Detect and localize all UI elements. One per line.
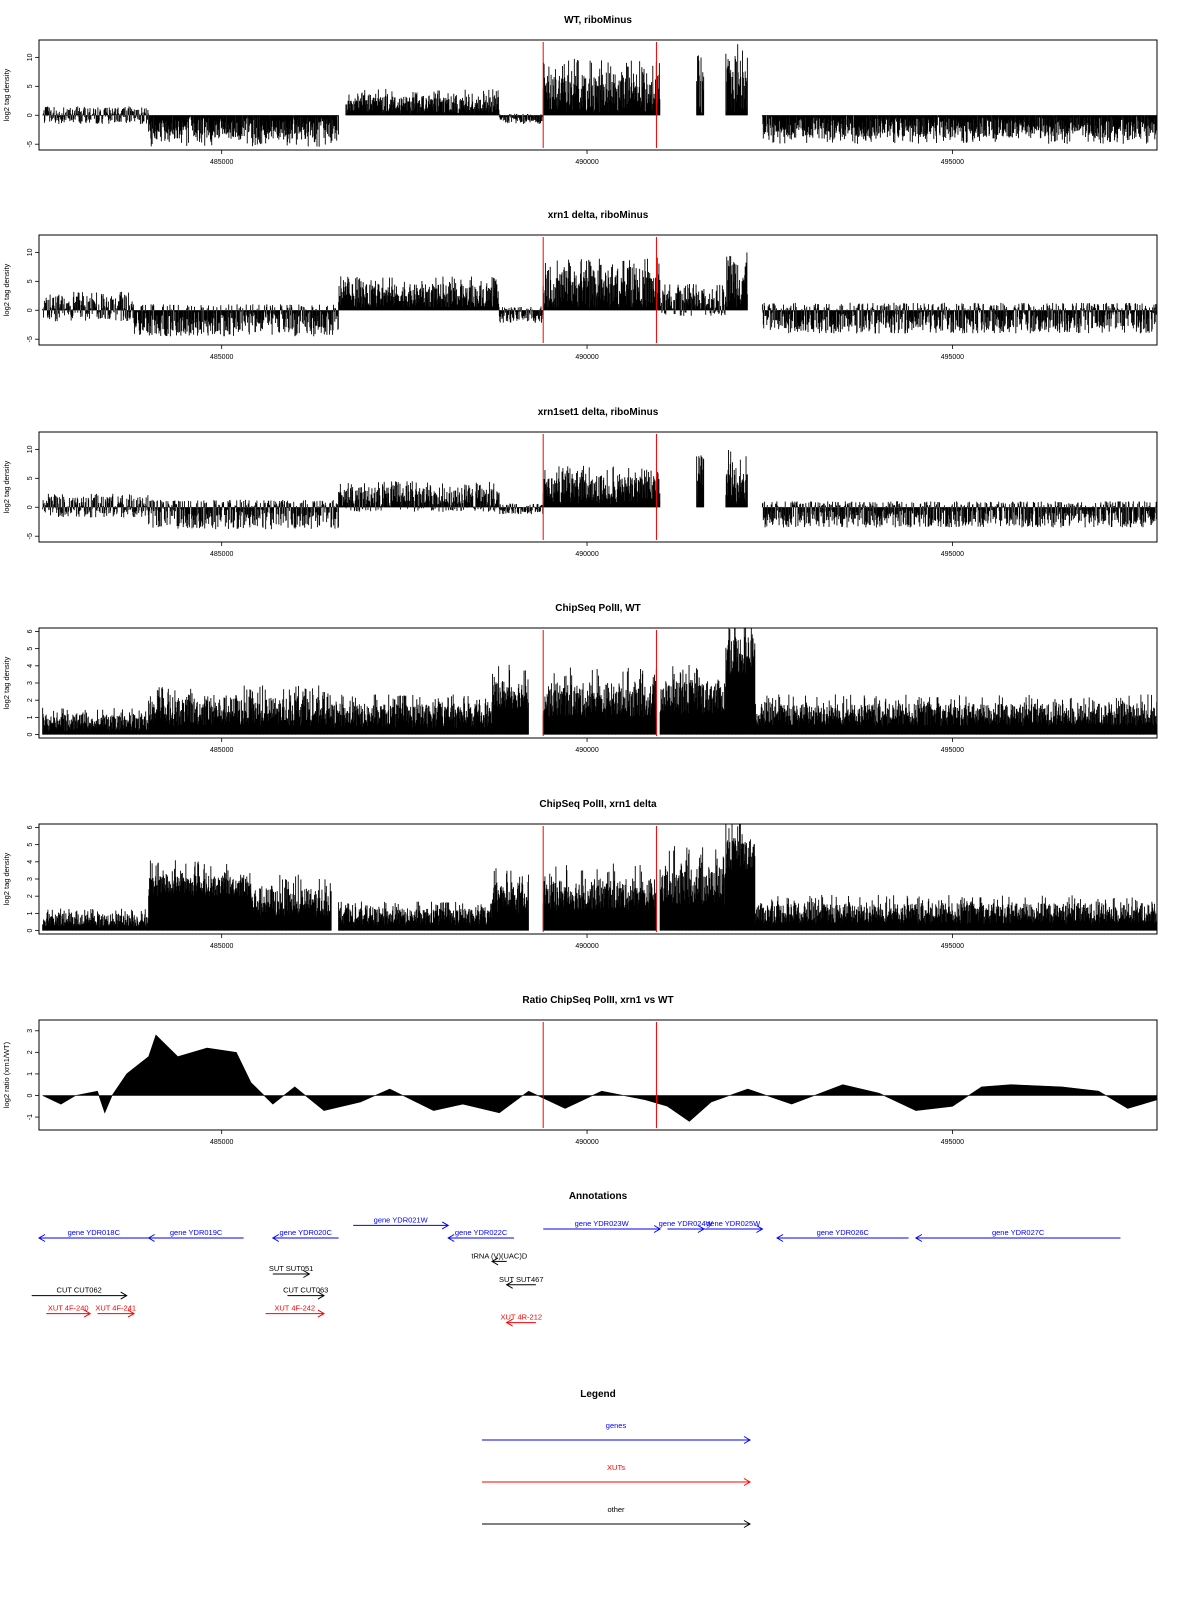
plot-frame	[38, 39, 1158, 151]
y-tick-label: -5	[27, 336, 34, 342]
chart-title: xrn1set1 delta, riboMinus	[538, 407, 659, 418]
chart-panel: xrn1 delta, riboMinus -5 0 5 10 log2 tag dens…	[2, 210, 1158, 361]
plot-frame	[38, 431, 1158, 543]
x-tick-label: 495000	[941, 159, 964, 166]
y-tick-label: -5	[27, 141, 34, 147]
chart-title: WT, riboMinus	[564, 15, 632, 26]
y-tick-label: 10	[27, 53, 34, 61]
y-tick-label: 0	[27, 308, 34, 312]
x-tick-label: 485000	[210, 551, 233, 558]
y-tick-label: 5	[27, 476, 34, 480]
plot-frame	[38, 234, 1158, 346]
y-axis-label: log2 tag density	[2, 68, 11, 121]
chart-panel: xrn1set1 delta, riboMinus -5 0 5 10 log2 tag …	[2, 407, 1158, 558]
y-tick-label: 0	[27, 505, 34, 509]
y-tick-label: 0	[27, 113, 34, 117]
y-axis-label: log2 tag density	[2, 460, 11, 513]
y-tick-label: 5	[27, 279, 34, 283]
x-tick-label: 495000	[941, 354, 964, 361]
chart-panel: WT, riboMinus -5 0 5 10 log2 tag density 48500…	[2, 15, 1158, 166]
x-tick-label: 485000	[210, 159, 233, 166]
y-tick-label: 10	[27, 445, 34, 453]
x-tick-label: 490000	[575, 551, 598, 558]
signal-track	[42, 44, 1158, 147]
x-tick-label: 485000	[210, 354, 233, 361]
chart-title: xrn1 delta, riboMinus	[548, 210, 649, 221]
x-tick-label: 490000	[575, 159, 598, 166]
y-tick-label: 5	[27, 84, 34, 88]
x-tick-label: 495000	[941, 551, 964, 558]
signal-track	[42, 252, 1158, 337]
y-tick-label: -5	[27, 533, 34, 539]
signal-track	[42, 449, 1158, 530]
x-tick-label: 490000	[575, 354, 598, 361]
y-axis-label: log2 tag density	[2, 263, 11, 316]
y-tick-label: 10	[27, 248, 34, 256]
